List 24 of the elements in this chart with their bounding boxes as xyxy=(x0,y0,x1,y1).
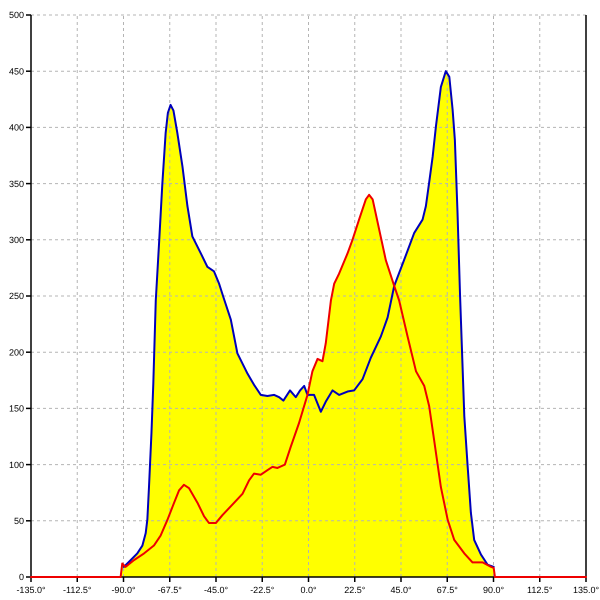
x-tick-label: 90.0° xyxy=(482,585,504,595)
y-tick-label: 500 xyxy=(8,10,24,20)
x-tick-label: -135.0° xyxy=(16,585,46,595)
y-tick-label: 50 xyxy=(14,516,24,526)
x-tick-label: 67.5° xyxy=(436,585,458,595)
x-tick-label: -45.0° xyxy=(204,585,228,595)
x-tick-label: -112.5° xyxy=(63,585,92,595)
y-tick-label: 100 xyxy=(8,460,24,470)
y-tick-label: 300 xyxy=(8,234,24,245)
x-tick-label: -90.0° xyxy=(111,585,136,595)
x-tick-label: 22.5° xyxy=(344,585,366,595)
y-tick-label: 450 xyxy=(8,66,24,76)
y-tick-label: 250 xyxy=(8,291,24,302)
x-tick-label: 0.0° xyxy=(300,585,317,595)
x-tick-label: 112.5° xyxy=(527,585,553,595)
x-tick-label: -67.5° xyxy=(158,585,182,595)
x-tick-label: 135.0° xyxy=(572,585,600,595)
y-tick-label: 0 xyxy=(18,572,24,582)
x-tick-label: -22.5° xyxy=(250,585,275,595)
y-tick-label: 150 xyxy=(8,404,24,414)
x-tick-label: 45.0° xyxy=(390,585,412,595)
y-tick-label: 400 xyxy=(8,122,24,133)
y-tick-label: 350 xyxy=(8,178,24,189)
y-tick-label: 200 xyxy=(8,347,24,358)
